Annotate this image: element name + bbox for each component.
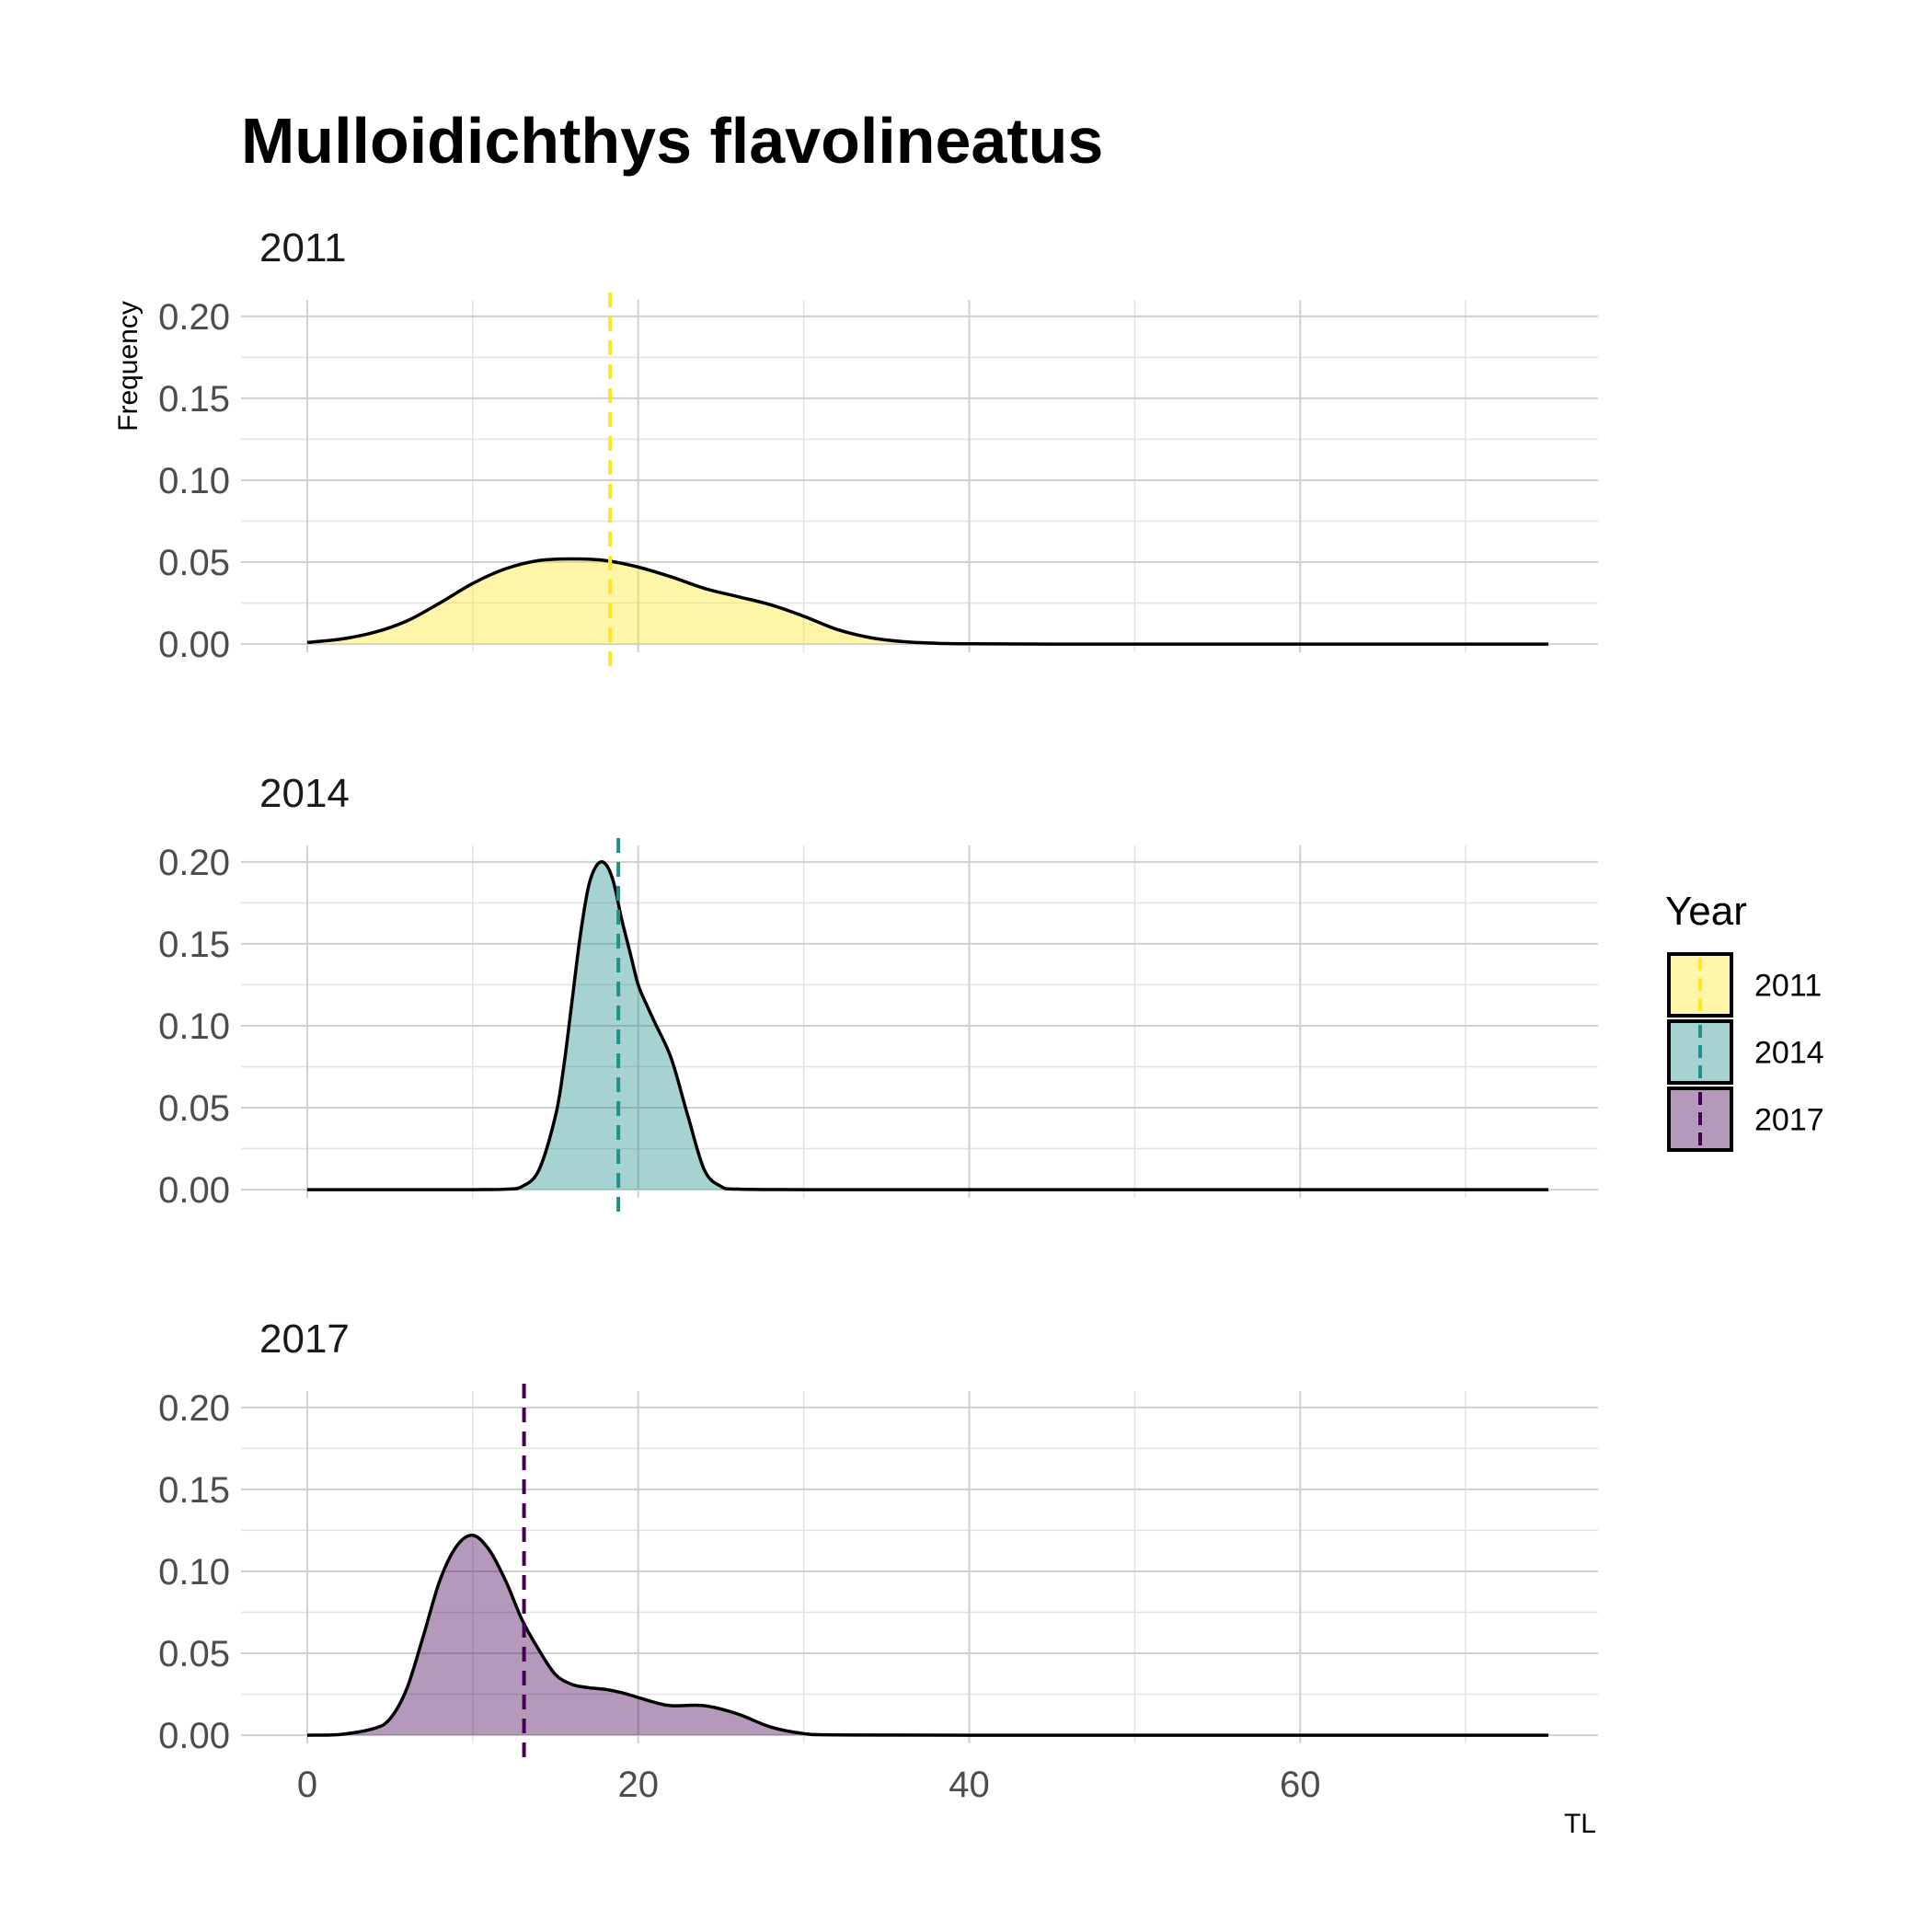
y-tick-label: 0.15 <box>158 379 230 420</box>
y-tick-label: 0.00 <box>158 625 230 665</box>
legend-label-2011: 2011 <box>1754 969 1822 1004</box>
x-tick-label: 0 <box>297 1765 317 1805</box>
x-axis-label: TL <box>1564 1809 1596 1839</box>
y-tick-label: 0.05 <box>158 543 230 583</box>
y-tick-label: 0.00 <box>158 1170 230 1211</box>
legend-title: Year <box>1665 889 1747 934</box>
legend-key-2017: 2017 <box>1667 1087 1824 1152</box>
chart-title: Mulloidichthys flavolineatus <box>241 105 1103 177</box>
panel-2011: 2011 0.00 0.05 0.10 0.15 0.20 <box>158 225 1598 671</box>
density-area-2011 <box>306 558 1549 645</box>
y-tick-label: 0.10 <box>158 461 230 501</box>
y-tick-label: 0.10 <box>158 1552 230 1593</box>
legend: Year 2011 2014 2017 <box>1665 889 1824 1152</box>
legend-key-2014: 2014 <box>1667 1019 1824 1085</box>
legend-label-2017: 2017 <box>1754 1103 1824 1138</box>
y-tick-label: 0.15 <box>158 925 230 965</box>
panels: 2011 0.00 0.05 0.10 0.15 0.20 2014 0.00 0.05 0.10… <box>158 225 1598 1805</box>
panel-2017: 2017 0.00 0.05 0.10 0.15 0.20 0 20 40 60 <box>158 1317 1598 1805</box>
y-tick-label: 0.05 <box>158 1634 230 1674</box>
y-tick-label: 0.20 <box>158 297 230 338</box>
y-tick-label: 0.10 <box>158 1006 230 1047</box>
panel-2014: 2014 0.00 0.05 0.10 0.15 0.20 <box>158 771 1598 1216</box>
density-area-2017 <box>306 1535 1549 1736</box>
legend-label-2014: 2014 <box>1754 1036 1824 1071</box>
panel-label-2011: 2011 <box>259 225 347 270</box>
density-line-2014 <box>306 860 1549 1191</box>
x-tick-label: 20 <box>617 1765 659 1805</box>
panel-label-2014: 2014 <box>259 771 350 816</box>
legend-keys: 2011 2014 2017 <box>1667 952 1824 1152</box>
x-tick-label: 60 <box>1280 1765 1321 1805</box>
y-tick-label: 0.20 <box>158 1388 230 1429</box>
legend-key-2011: 2011 <box>1667 952 1822 1018</box>
y-tick-label: 0.05 <box>158 1088 230 1129</box>
panel-label-2017: 2017 <box>259 1317 350 1362</box>
y-tick-label: 0.15 <box>158 1470 230 1511</box>
density-line-2011 <box>306 557 1549 646</box>
y-axis-label: Frequency <box>113 301 144 431</box>
y-tick-label: 0.00 <box>158 1716 230 1756</box>
y-tick-label: 0.20 <box>158 843 230 883</box>
x-tick-label: 40 <box>949 1765 990 1805</box>
density-line-2017 <box>306 1534 1549 1737</box>
